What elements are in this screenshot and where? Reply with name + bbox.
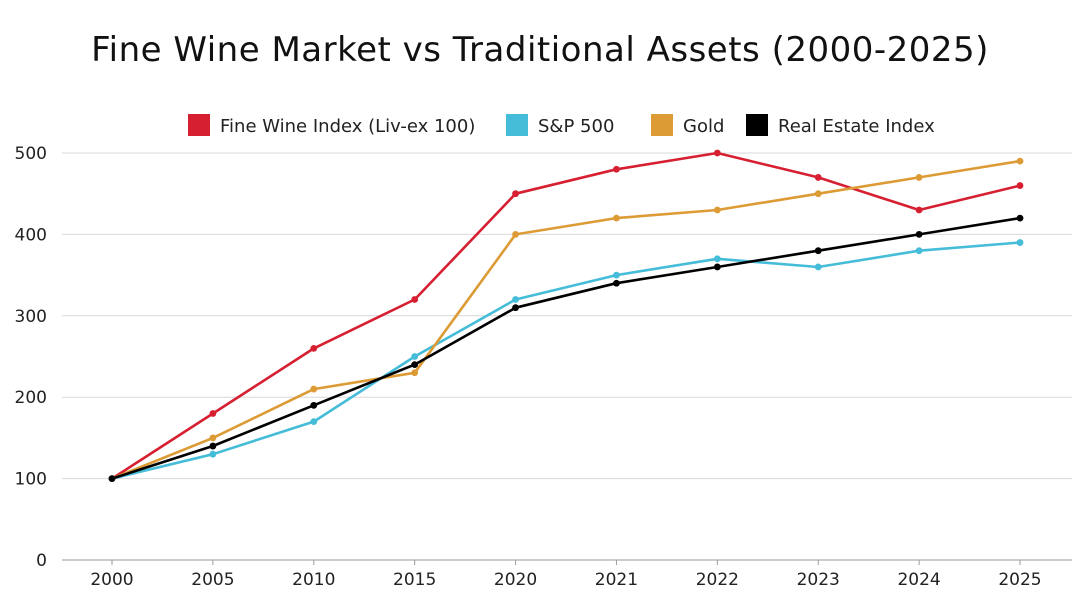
chart-title: Fine Wine Market vs Traditional Assets (… — [91, 30, 989, 70]
y-tick-label: 500 — [15, 144, 47, 164]
axes: 0 100 200 300 400 500 2000 2005 2010 2015 2020 2021… — [15, 144, 1042, 590]
legend-swatch — [188, 114, 210, 136]
data-point — [512, 231, 519, 238]
data-point — [512, 296, 519, 303]
data-point — [613, 165, 620, 173]
data-point — [814, 190, 822, 198]
data-point — [310, 385, 318, 393]
y-tick-label: 400 — [15, 225, 47, 245]
data-point — [411, 369, 419, 377]
data-point — [411, 361, 419, 369]
data-point — [209, 450, 217, 458]
gridlines — [62, 152, 1072, 561]
series-line — [110, 241, 1022, 480]
data-point — [915, 231, 923, 238]
data-point — [814, 174, 822, 181]
data-point — [915, 247, 923, 255]
x-tick-label: 2010 — [292, 570, 335, 590]
legend-label: Fine Wine Index (Liv-ex 100) — [220, 116, 475, 137]
data-point — [209, 434, 217, 442]
data-point — [713, 255, 721, 263]
series-line — [110, 159, 1022, 480]
series-line — [110, 216, 1022, 480]
x-tick-label: 2023 — [797, 570, 840, 590]
data-point — [411, 353, 419, 360]
data-point — [713, 206, 721, 214]
legend-label: S&P 500 — [538, 116, 614, 137]
x-tick-label: 2022 — [696, 570, 739, 590]
data-point — [209, 410, 217, 417]
series-group — [108, 149, 1024, 482]
x-tick-label: 2020 — [494, 570, 537, 590]
y-tick-label: 0 — [36, 551, 47, 571]
data-point — [1016, 182, 1024, 189]
data-point — [915, 206, 923, 214]
data-point — [310, 344, 318, 352]
data-point — [814, 247, 822, 255]
legend-swatch — [506, 114, 528, 136]
y-tick-label: 300 — [15, 307, 47, 327]
legend-label: Real Estate Index — [778, 116, 935, 137]
data-point — [814, 263, 822, 271]
data-point — [512, 304, 519, 312]
data-point — [310, 401, 318, 409]
legend-label: Gold — [683, 116, 724, 137]
legend-swatch — [651, 114, 673, 136]
legend: Fine Wine Index (Liv-ex 100) S&P 500 Gold R… — [188, 114, 935, 137]
data-point — [613, 279, 620, 287]
data-point — [1016, 214, 1024, 222]
legend-swatch — [746, 114, 768, 136]
y-tick-label: 100 — [15, 470, 47, 490]
series-line — [110, 151, 1022, 480]
data-point — [613, 214, 620, 222]
data-point — [613, 271, 620, 279]
y-tick-label: 200 — [15, 388, 47, 408]
x-tick-label: 2000 — [90, 570, 133, 590]
data-point — [209, 442, 217, 450]
data-point — [1016, 157, 1024, 165]
data-point — [310, 418, 318, 426]
data-point — [411, 296, 419, 303]
data-point — [915, 174, 923, 181]
x-tick-label: 2021 — [595, 570, 638, 590]
data-point — [512, 190, 519, 198]
x-tick-label: 2015 — [393, 570, 436, 590]
data-point — [713, 149, 721, 157]
data-point — [1016, 239, 1024, 246]
data-point — [108, 475, 116, 482]
x-tick-label: 2024 — [897, 570, 940, 590]
x-tick-label: 2005 — [191, 570, 234, 590]
x-tick-label: 2025 — [998, 570, 1041, 590]
data-point — [713, 263, 721, 271]
